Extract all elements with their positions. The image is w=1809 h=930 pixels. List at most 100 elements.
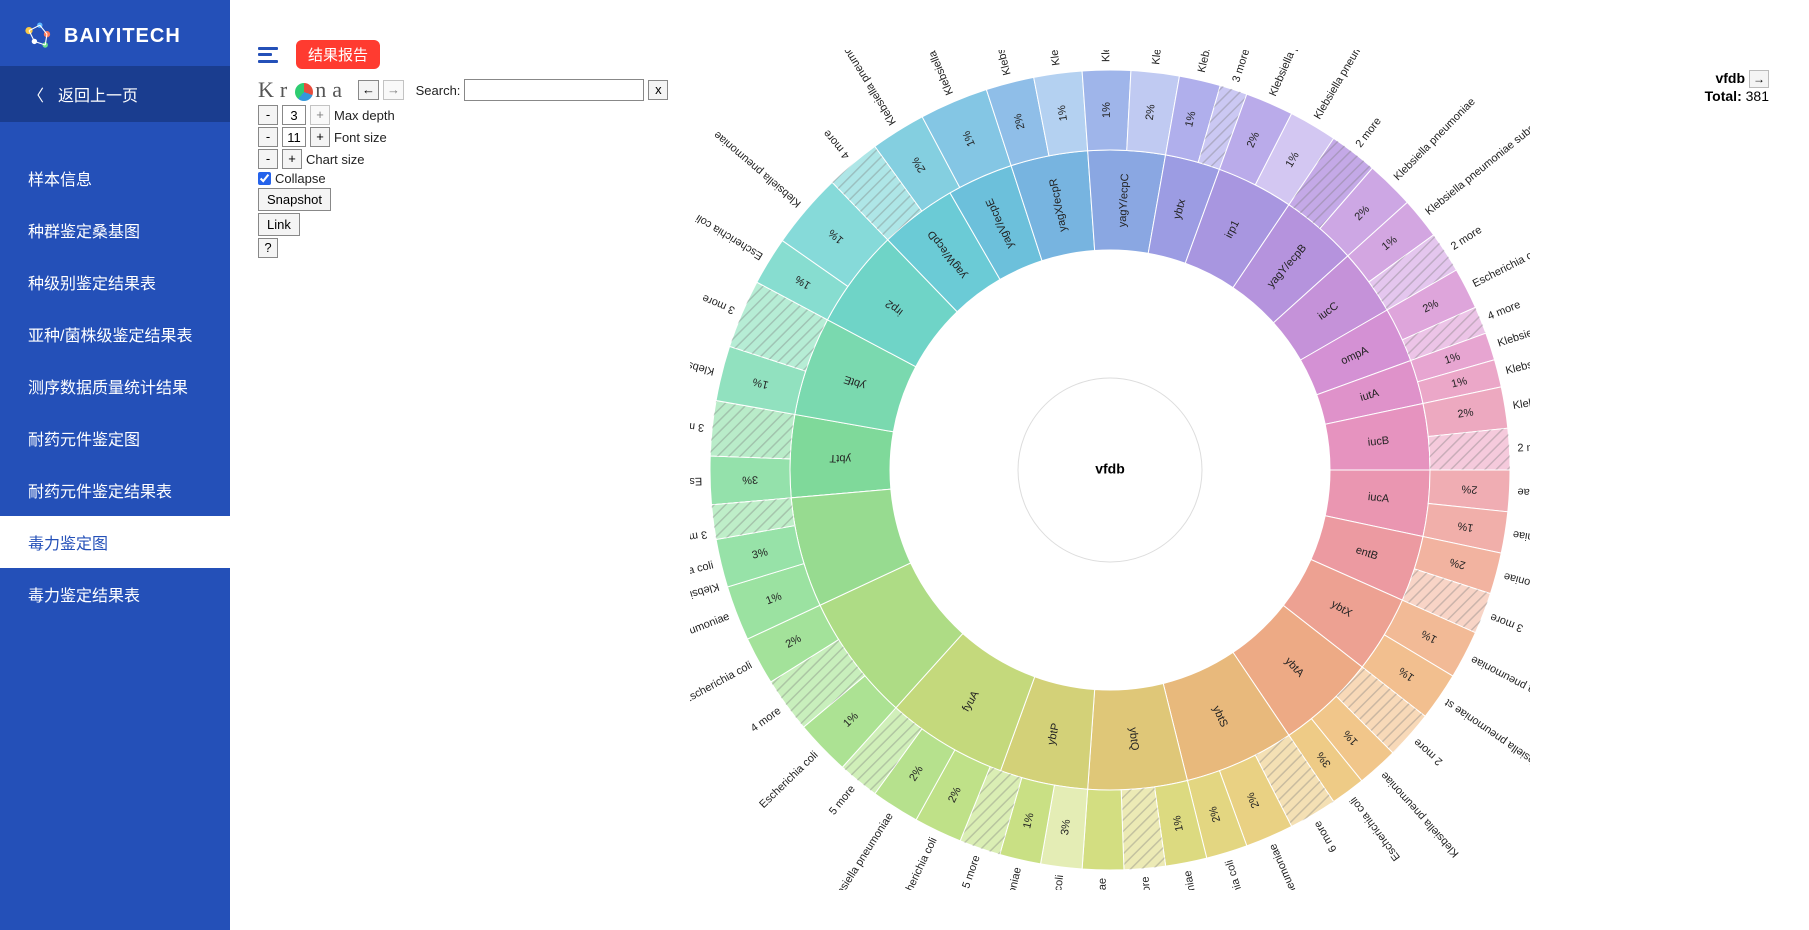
svg-text:Klebsiella pneumoniae: Klebsiella pneumoniae — [690, 611, 731, 662]
sidebar-item-8[interactable]: 毒力鉴定结果表 — [0, 568, 230, 620]
svg-text:2%: 2% — [1461, 483, 1478, 496]
svg-text:iucA: iucA — [1367, 491, 1390, 505]
svg-text:1%: 1% — [1056, 104, 1070, 122]
sidebar-item-3[interactable]: 亚种/菌株级鉴定结果表 — [0, 308, 230, 360]
svg-text:2 more: 2 more — [1354, 115, 1384, 149]
svg-text:3 more: 3 more — [690, 528, 708, 545]
svg-text:6 more: 6 more — [1312, 819, 1340, 855]
svg-text:Klebsiella pneumoniae subsp. p: Klebsiella pneumoniae subsp. pneumoniae — [949, 50, 1013, 77]
chartsize-minus-button[interactable]: - — [258, 149, 278, 169]
svg-text:vfdb: vfdb — [1095, 461, 1125, 477]
svg-text:3 more: 3 more — [690, 418, 705, 434]
svg-text:3 more: 3 more — [701, 292, 737, 316]
svg-text:5 more: 5 more — [827, 783, 858, 817]
maxdepth-value[interactable] — [282, 105, 306, 125]
sidebar-nav: 样本信息种群鉴定桑基图种级别鉴定结果表亚种/菌株级鉴定结果表测序数据质量统计结果… — [0, 152, 230, 620]
total-value: 381 — [1746, 88, 1769, 104]
krona-logo: Krna — [258, 77, 348, 103]
svg-text:ybtQ: ybtQ — [1127, 727, 1141, 752]
svg-text:3 more: 3 more — [1230, 50, 1252, 84]
svg-text:Klebsiella pneumoniae subsp. p: Klebsiella pneumoniae subsp. pneumoniae — [1312, 50, 1429, 121]
main-content: 结果报告 Krna ← → Search: x - + Max depth - — [230, 0, 1809, 930]
collapse-label: Collapse — [275, 171, 326, 186]
svg-text:Klebsiella pneumoniae: Klebsiella pneumoniae — [1036, 50, 1062, 66]
menu-toggle-icon[interactable] — [258, 47, 278, 63]
svg-text:Escherichia coli: Escherichia coli — [694, 212, 765, 262]
svg-text:Escherichia coli: Escherichia coli — [690, 659, 754, 706]
nav-back-button[interactable]: ← — [358, 80, 379, 100]
brand-logo: BAIYITECH — [0, 0, 230, 66]
search-clear-button[interactable]: x — [648, 80, 668, 100]
krona-o-icon — [295, 83, 313, 101]
maxdepth-minus-button[interactable]: - — [258, 105, 278, 125]
fontsize-value[interactable] — [282, 127, 306, 147]
svg-text:1%: 1% — [1457, 519, 1475, 533]
svg-text:2 more: 2 more — [1412, 736, 1446, 768]
nav-forward-button[interactable]: → — [383, 80, 404, 100]
svg-text:iucB: iucB — [1367, 435, 1390, 449]
collapse-checkbox[interactable] — [258, 172, 271, 185]
svg-text:Escherichia coli: Escherichia coli — [896, 836, 940, 890]
sidebar-item-2[interactable]: 种级别鉴定结果表 — [0, 256, 230, 308]
svg-text:Klebsiella pneumoniae: Klebsiella pneumoniae — [1267, 50, 1322, 98]
svg-text:2%: 2% — [1457, 406, 1475, 420]
info-expand-button[interactable]: → — [1749, 70, 1769, 88]
sidebar-item-5[interactable]: 耐药元件鉴定图 — [0, 412, 230, 464]
sidebar-item-0[interactable]: 样本信息 — [0, 152, 230, 204]
svg-text:Escherichia coli: Escherichia coli — [1471, 245, 1530, 290]
chevron-left-icon: 〈 — [28, 82, 44, 106]
svg-text:2 more: 2 more — [1449, 224, 1484, 253]
sidebar: BAIYITECH 〈 返回上一页 样本信息种群鉴定桑基图种级别鉴定结果表亚种/… — [0, 0, 230, 930]
svg-text:Klebsiella pneumoniae subsp. p: Klebsiella pneumoniae subsp. pneumoniae — [1150, 50, 1186, 65]
svg-text:Escherichia coli: Escherichia coli — [757, 749, 820, 811]
back-label: 返回上一页 — [58, 82, 138, 106]
fontsize-label: Font size — [334, 130, 387, 145]
svg-text:Klebsiella pneumoniae subsp. p: Klebsiella pneumoniae subsp. pneumoniae — [1423, 76, 1530, 217]
search-input[interactable] — [464, 79, 644, 101]
svg-text:Klebsiella pneumoniae: Klebsiella pneumoniae — [1392, 96, 1478, 183]
sidebar-item-4[interactable]: 测序数据质量统计结果 — [0, 360, 230, 412]
fontsize-plus-button[interactable]: + — [310, 127, 330, 147]
svg-text:2%: 2% — [1144, 104, 1158, 121]
svg-text:Klebsiella pneumoniae: Klebsiella pneumoniae — [1196, 50, 1233, 74]
fontsize-minus-button[interactable]: - — [258, 127, 278, 147]
svg-text:4 more: 4 more — [1139, 876, 1154, 890]
svg-text:Klebsiella pneumoniae: Klebsiella pneumoniae — [987, 866, 1024, 890]
sidebar-item-7[interactable]: 毒力鉴定图 — [0, 516, 230, 568]
info-panel: vfdb→ Total: 381 — [1705, 70, 1769, 104]
svg-text:Klebsiella pneumoniae st: Klebsiella pneumoniae st — [1443, 696, 1530, 775]
svg-text:Klebsiella pneumoniae subsp. p: Klebsiella pneumoniae subsp. pneum — [874, 50, 956, 97]
maxdepth-plus-button[interactable]: + — [310, 105, 330, 125]
svg-text:Klebsiella pneumoniae: Klebsiella pneumoniae — [712, 129, 804, 210]
snapshot-button[interactable]: Snapshot — [258, 188, 331, 211]
svg-text:Escherichia coli: Escherichia coli — [1348, 794, 1403, 863]
svg-text:5 more: 5 more — [960, 854, 982, 890]
info-title: vfdb — [1715, 70, 1745, 86]
total-label: Total: — [1705, 88, 1742, 104]
search-label: Search: — [416, 83, 461, 98]
svg-text:3 more: 3 more — [1489, 611, 1525, 634]
sidebar-item-6[interactable]: 耐药元件鉴定结果表 — [0, 464, 230, 516]
brand-name: BAIYITECH — [64, 25, 181, 48]
svg-text:3%: 3% — [742, 473, 758, 485]
sunburst-chart[interactable]: ybtTybtUybtEirp2yagW/ecpDyagV/ecpEyagX/e… — [690, 50, 1530, 890]
svg-text:Klebsiella pneumoniae: Klebsiella pneumoniae — [690, 339, 716, 377]
chartsize-plus-button[interactable]: + — [282, 149, 302, 169]
svg-text:Klebsiella pneumoniae: Klebsiella pneumoniae — [830, 50, 899, 127]
svg-text:Klebsiella pneumoniae: Klebsiella pneumoniae — [1267, 842, 1322, 890]
svg-text:Klebsiella pneumoniae subsp. p: Klebsiella pneumoniae subsp. pneumoniae … — [1098, 50, 1112, 62]
svg-text:Klebsiella pneumoniae: Klebsiella pneumoniae — [826, 811, 896, 890]
svg-text:Klebsiella pneumoniae: Klebsiella pneumoniae — [1512, 383, 1530, 412]
svg-text:1%: 1% — [1101, 102, 1113, 118]
sidebar-item-1[interactable]: 种群鉴定桑基图 — [0, 204, 230, 256]
svg-text:4 more: 4 more — [821, 127, 852, 161]
svg-text:Klebsiella pneumoniae: Klebsiella pneumoniae — [1517, 485, 1530, 503]
back-button[interactable]: 〈 返回上一页 — [0, 66, 230, 122]
help-button[interactable]: ? — [258, 238, 278, 258]
svg-text:ybtT: ybtT — [829, 452, 851, 465]
svg-text:Klebsiella pneumoniae subsp. p: Klebsiella pneumoniae subsp. pneumoniae — [1093, 878, 1109, 890]
chartsize-label: Chart size — [306, 152, 365, 167]
link-button[interactable]: Link — [258, 213, 300, 236]
svg-text:2 more: 2 more — [1517, 441, 1530, 455]
svg-text:Klebsiella pneumoniae: Klebsiella pneumoniae — [1469, 653, 1530, 715]
